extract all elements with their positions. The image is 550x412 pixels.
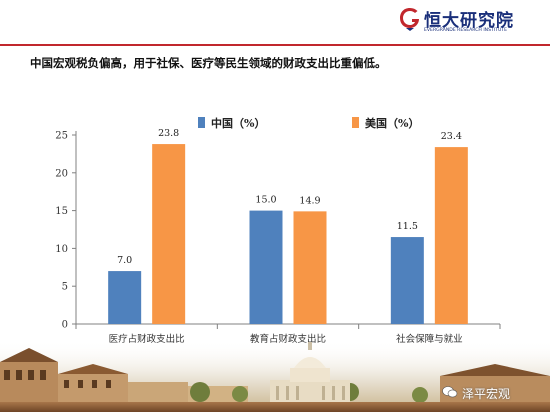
bar [293, 211, 327, 324]
y-tick-label: 20 [55, 168, 68, 179]
chart-data-labels: 7.0 23.8 15.0 14.9 11.5 23.4 [117, 128, 462, 266]
y-tick-label: 5 [62, 282, 68, 293]
y-tick-label: 0 [62, 320, 68, 331]
bar [152, 144, 186, 324]
bar [249, 210, 283, 324]
bar [390, 237, 424, 324]
legend-swatch [198, 117, 205, 128]
legend-swatch [352, 117, 359, 128]
chart-legend: 中国（%） 美国（%） [198, 116, 419, 130]
evergrande-logo-icon [400, 8, 419, 31]
palace-right-icon [440, 364, 550, 404]
bar-value-label: 15.0 [255, 195, 276, 206]
watermark-text: 泽平宏观 [462, 387, 511, 401]
capitol-dome-icon [270, 342, 350, 404]
y-tick-label: 25 [55, 131, 68, 142]
wechat-icon [442, 386, 458, 398]
y-tick-label: 15 [55, 206, 68, 217]
bar-value-label: 23.4 [441, 131, 462, 142]
chart-bars [108, 144, 468, 324]
legend-entry: 中国（%） [211, 116, 265, 130]
footer-scenery [0, 340, 550, 412]
bar [108, 271, 142, 324]
chart-axes [75, 131, 501, 329]
slide-subtitle: 中国宏观税负偏高，用于社保、医疗等民生领域的财政支出比重偏低。 [30, 56, 387, 70]
legend-entry: 美国（%） [365, 116, 419, 130]
bar-value-label: 14.9 [299, 195, 320, 206]
logo-chinese-name: 恒大研究院 [424, 11, 514, 31]
evergrande-logo: 恒大研究院 EVERGRANDE RESEARCH INSTITUTE [398, 6, 548, 40]
bar-value-label: 23.8 [158, 128, 179, 139]
logo-english-name: EVERGRANDE RESEARCH INSTITUTE [424, 28, 508, 33]
y-tick-label: 10 [55, 244, 68, 255]
bar-value-label: 11.5 [397, 221, 418, 232]
bar-value-label: 7.0 [117, 255, 132, 266]
bar [434, 147, 468, 324]
header-divider [0, 44, 550, 46]
y-axis-ticks: 0 5 10 15 20 25 [55, 131, 76, 331]
